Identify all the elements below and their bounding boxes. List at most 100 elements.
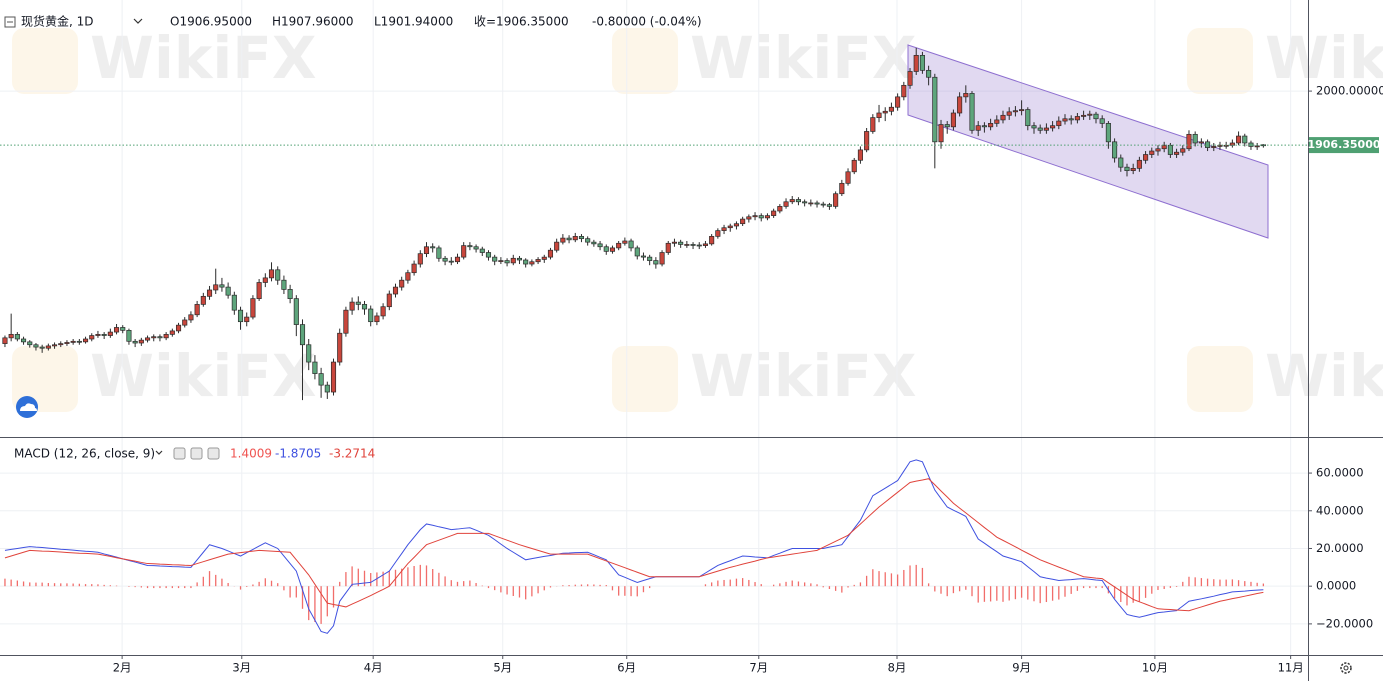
candle-body <box>919 54 925 71</box>
candle-body <box>64 342 70 344</box>
candle-body <box>665 242 671 253</box>
candle-body <box>1155 148 1161 152</box>
candle-body <box>783 201 789 207</box>
candle-body <box>1081 114 1087 117</box>
candle-body <box>702 243 709 246</box>
watermark: WikiFX <box>690 24 917 92</box>
candle-body <box>752 215 758 218</box>
candle-body <box>361 304 368 310</box>
candle-body <box>771 210 777 216</box>
candle-body <box>647 256 653 261</box>
candle-body <box>52 344 58 347</box>
candle-body <box>981 125 987 128</box>
candle-body <box>120 327 126 331</box>
candle-body <box>591 241 597 245</box>
watermark: WikiFX <box>1265 342 1383 410</box>
candle-body <box>206 289 213 297</box>
candle-body <box>585 238 591 243</box>
symbol[interactable]: 现货黄金, 1D <box>21 14 94 29</box>
histogram-value: 1.4009 <box>230 447 272 461</box>
watermark: WikiFX <box>1265 24 1383 92</box>
candle-body <box>814 202 820 205</box>
visibility-icon[interactable] <box>173 447 186 460</box>
candle-body <box>1062 118 1068 122</box>
candle-body <box>417 253 423 265</box>
candle-body <box>1099 118 1105 124</box>
candle-body <box>39 346 45 349</box>
candle-body <box>1136 159 1142 169</box>
candle-body <box>231 294 237 311</box>
candle-body <box>349 301 355 311</box>
candle-body <box>870 117 876 132</box>
candle-body <box>275 269 281 281</box>
candle-body <box>740 218 746 225</box>
candle-body <box>733 223 739 227</box>
candle-body <box>888 106 894 112</box>
candle-body <box>76 340 82 343</box>
candle-body <box>1050 125 1056 129</box>
candle-body <box>14 334 20 340</box>
candle-body <box>2 337 8 344</box>
settings-icon[interactable] <box>190 447 203 460</box>
candle-body <box>58 343 64 346</box>
candle-body <box>1211 146 1217 148</box>
candle-body <box>994 119 1000 124</box>
watermark-logo <box>612 346 678 412</box>
grid <box>0 0 1308 655</box>
candle-body <box>566 237 572 241</box>
macd-title: MACD (12, 26, close, 9) <box>14 447 155 461</box>
candle-body <box>1167 144 1173 155</box>
x-tick-label: 10月 <box>1142 661 1168 675</box>
candle-body <box>374 315 380 323</box>
candle-body <box>423 246 430 255</box>
candle-body <box>504 260 510 264</box>
candle-body <box>808 202 814 205</box>
candle-body <box>1186 133 1192 150</box>
candle-body <box>287 289 293 299</box>
candle-body <box>1217 144 1223 147</box>
candle-body <box>1130 167 1136 171</box>
marks <box>0 47 1308 634</box>
candle-body <box>399 279 405 288</box>
candle-body <box>857 149 863 161</box>
candle-body <box>1025 109 1031 127</box>
interval-chevron[interactable] <box>133 18 143 24</box>
watermark: WikiFX <box>690 342 917 410</box>
remove-icon[interactable] <box>207 447 220 460</box>
candle-body <box>1254 145 1260 148</box>
candle-body <box>1118 157 1124 168</box>
axes: 2月 3月 4月 5月 6月 7月 8月 9月 10月 11月 2000.00000 60.0000 4… <box>113 84 1383 675</box>
close-legend: 收=1906.35000 <box>474 15 569 29</box>
watermark-logo <box>1187 28 1253 94</box>
candle-body <box>138 339 144 344</box>
candle-body <box>523 259 529 265</box>
candle-body <box>237 309 244 323</box>
candle-body <box>386 293 392 308</box>
candle-body <box>330 361 337 393</box>
candle-body <box>895 96 901 108</box>
collapse-icon[interactable] <box>4 16 16 28</box>
candle-body <box>1043 127 1049 131</box>
settings-gear[interactable] <box>1340 662 1352 674</box>
candle-body <box>616 242 622 249</box>
watermark-logo <box>12 28 78 94</box>
candle-body <box>318 373 324 386</box>
last-price-box <box>1309 137 1379 154</box>
candle-body <box>572 236 578 241</box>
candle-body <box>27 341 33 346</box>
candle-body <box>188 314 194 321</box>
macd-chevron[interactable] <box>155 450 163 455</box>
candle-body <box>1037 127 1043 131</box>
candle-body <box>932 76 938 143</box>
candle-body <box>411 263 417 274</box>
candle-body <box>1112 141 1118 159</box>
candle-body <box>368 308 374 323</box>
candle-body <box>1031 125 1037 129</box>
candle-body <box>671 241 678 244</box>
candle-body <box>256 282 262 299</box>
candle-body <box>101 334 107 336</box>
candle-body <box>1143 154 1149 161</box>
x-tick-label: 5月 <box>493 661 512 675</box>
candle-body <box>8 334 14 339</box>
macd-value: -1.8705 <box>275 447 321 461</box>
